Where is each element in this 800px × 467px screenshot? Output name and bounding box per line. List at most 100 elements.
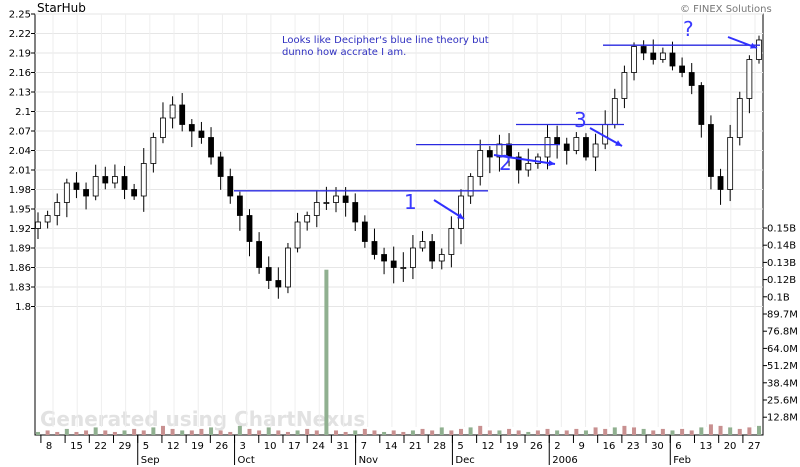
price-bar: [92, 176, 99, 197]
date-tick-label: 27: [748, 441, 761, 452]
month-label: Dec: [455, 455, 474, 466]
volume-bar: [334, 430, 339, 435]
price-bar: [563, 143, 570, 151]
volume-bar: [151, 427, 156, 435]
date-tick-label: 26: [530, 441, 543, 452]
date-tick-label: 14: [385, 441, 398, 452]
volume-bar: [257, 430, 262, 435]
volume-tick-label: 51.2M: [767, 361, 798, 372]
volume-spike-bar: [324, 269, 329, 435]
date-tick-label: 19: [506, 441, 519, 452]
volume-bar: [276, 430, 281, 435]
price-bar: [544, 137, 551, 158]
price-bar: [717, 176, 724, 190]
price-tick-label: 2.1: [15, 107, 31, 118]
volume-bar: [737, 428, 742, 435]
volume-bar: [199, 428, 204, 435]
volume-tick-label: 25.6M: [767, 396, 798, 407]
resistance-label: ?: [683, 17, 694, 41]
price-bar: [746, 59, 753, 99]
price-tick-label: 2.01: [9, 166, 31, 177]
volume-bar: [420, 428, 425, 435]
price-bar: [458, 195, 464, 229]
date-tick-label: 20: [724, 441, 737, 452]
volume-bar: [170, 428, 175, 435]
date-tick-label: 21: [409, 441, 422, 452]
volume-bar: [516, 430, 521, 435]
arrow-head: [615, 140, 622, 146]
arrow-head: [457, 213, 464, 219]
volume-tick-label: 0.13B: [767, 258, 796, 269]
price-bar: [217, 156, 224, 177]
arrow-head: [548, 160, 555, 167]
volume-bar: [74, 431, 79, 435]
chart-title: StarHub: [37, 1, 86, 15]
resistance-lines: 1 2 3?: [234, 17, 760, 220]
price-bar: [429, 241, 436, 262]
volume-bar: [497, 430, 502, 435]
volume-bar: [410, 430, 415, 435]
volume-bar: [112, 431, 117, 435]
resistance-label: 1: [404, 190, 417, 214]
volume-bar: [64, 428, 69, 435]
volume-bar: [507, 428, 512, 435]
price-bar: [44, 215, 51, 223]
volume-tick-label: 0.12B: [767, 275, 796, 286]
volume-bar: [237, 425, 242, 435]
volume-bar: [141, 430, 146, 435]
date-tick-label: 5: [457, 441, 463, 452]
volume-bar: [209, 427, 214, 435]
month-label: Sep: [141, 455, 160, 466]
date-tick-label: 31: [336, 441, 349, 452]
volume-bar: [103, 430, 108, 435]
price-bar: [419, 241, 426, 249]
volume-bar: [689, 430, 694, 435]
volume-bar: [391, 430, 396, 435]
price-bar: [698, 85, 705, 125]
price-tick-label: 1.83: [9, 283, 31, 294]
price-bar: [265, 267, 272, 281]
volume-bar: [718, 425, 723, 435]
price-bar: [361, 221, 368, 242]
volume-bar: [660, 428, 665, 435]
volume-bar: [314, 430, 319, 435]
volume-tick-label: 89.7M: [767, 310, 798, 321]
price-bar: [390, 260, 397, 268]
volume-bar: [45, 430, 50, 435]
volume-bar: [487, 430, 492, 435]
volume-bar: [362, 428, 367, 435]
price-bar: [602, 124, 609, 145]
price-bar: [736, 98, 743, 138]
price-bar: [525, 163, 532, 171]
price-bar: [160, 117, 166, 138]
price-tick-label: 1.95: [9, 205, 31, 216]
volume-bar: [132, 428, 137, 435]
date-tick-label: 24: [312, 441, 325, 452]
price-bar: [188, 124, 195, 132]
volume-tick-label: 0.14B: [767, 241, 796, 252]
volume-tick-label: 0.1B: [767, 292, 790, 303]
volume-bar: [382, 431, 387, 435]
price-tick-label: 2.13: [9, 88, 31, 99]
date-tick-label: 28: [433, 441, 446, 452]
price-bar: [63, 182, 70, 203]
volume-bar: [36, 431, 40, 435]
price-bar: [448, 228, 455, 255]
price-bar: [169, 104, 176, 119]
volume-bar: [305, 428, 310, 435]
price-bar: [83, 189, 89, 197]
date-tick-label: 13: [699, 441, 712, 452]
price-tick-label: 2.25: [9, 10, 31, 21]
price-tick-label: 1.89: [9, 244, 31, 255]
volume-bar: [160, 425, 165, 435]
volume-tick-label: 0.15B: [767, 224, 796, 235]
price-bar: [112, 176, 118, 184]
plot-frame: [34, 13, 764, 436]
date-tick-label: 2: [554, 441, 560, 452]
volume-bar: [670, 430, 675, 435]
price-bar: [756, 39, 762, 60]
date-tick-label: 30: [651, 441, 664, 452]
volume-bar: [747, 427, 752, 435]
date-tick-label: 29: [119, 441, 132, 452]
